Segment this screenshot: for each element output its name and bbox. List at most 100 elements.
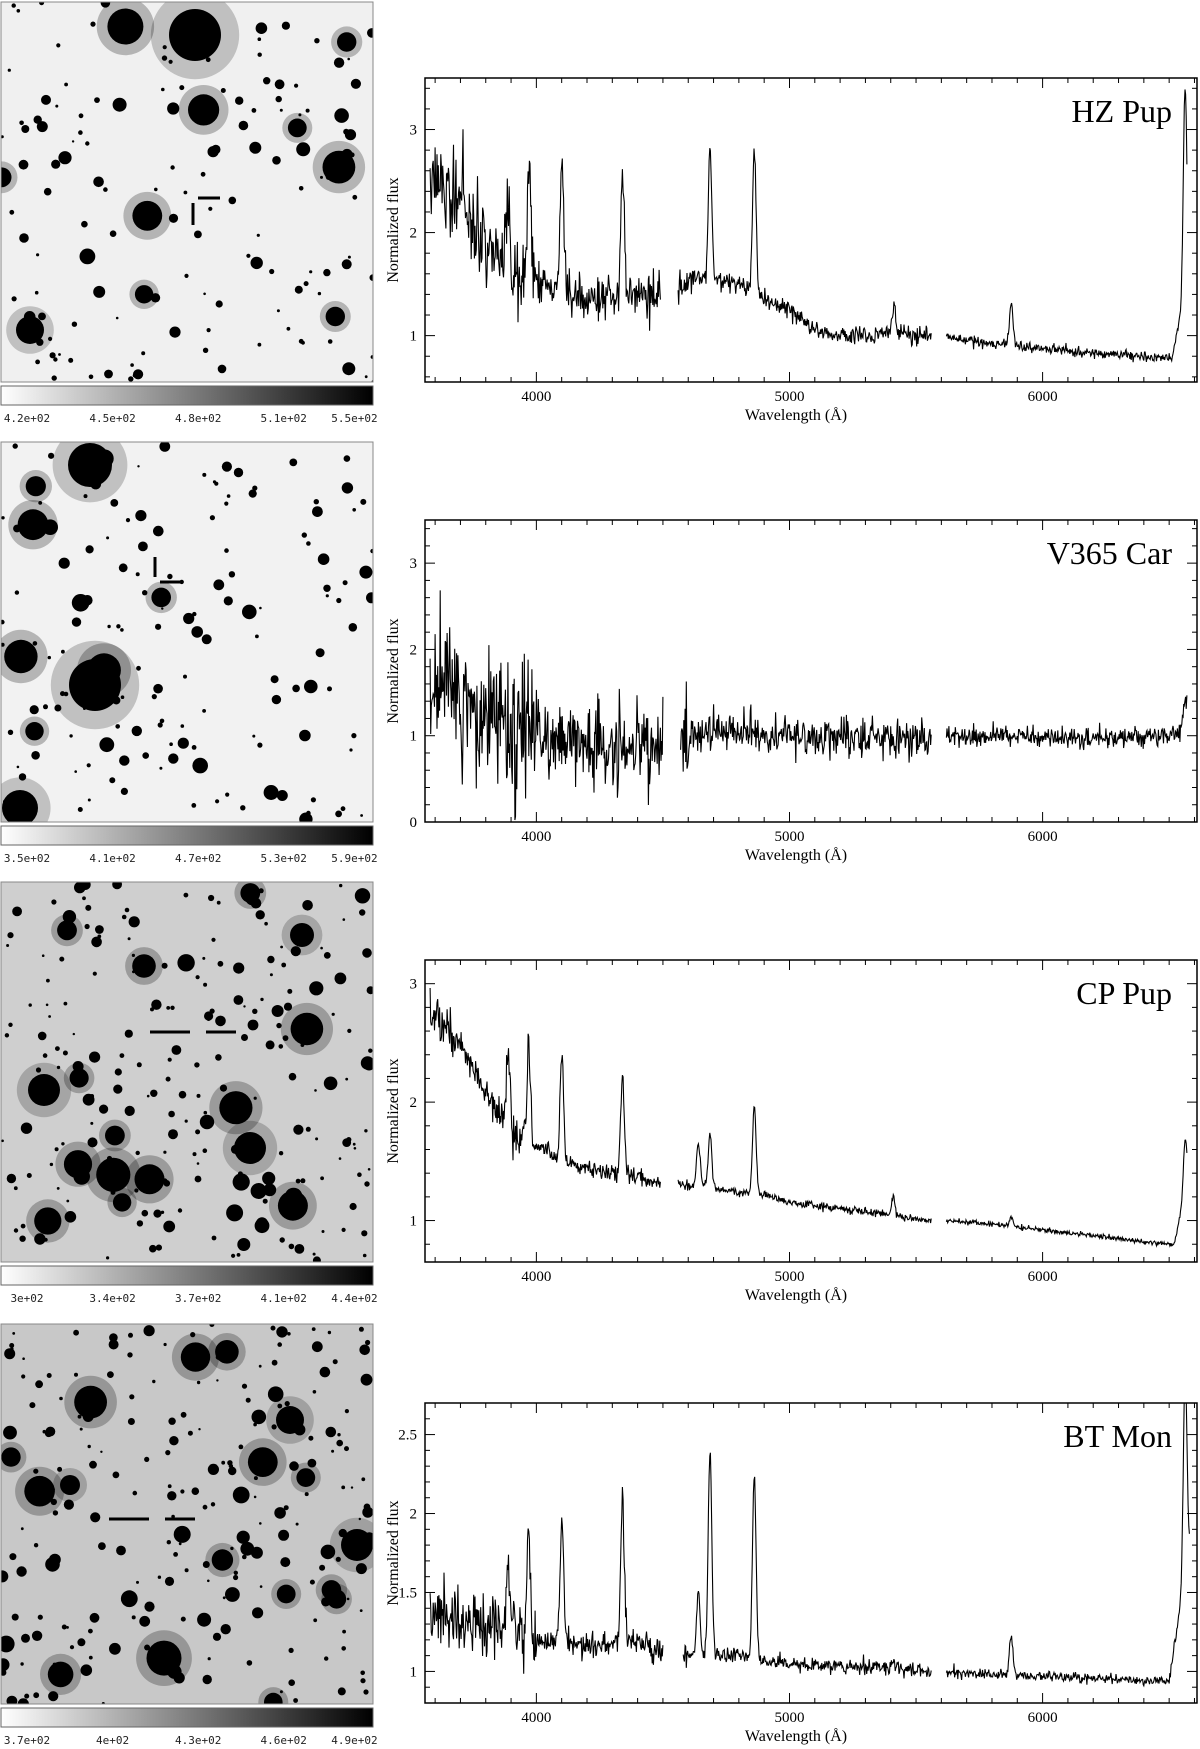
star [308,1435,314,1441]
star [271,1424,277,1430]
star [280,1557,291,1568]
star [278,1044,284,1049]
star [358,1517,361,1521]
star [180,1616,186,1622]
star [77,807,83,812]
star [20,1223,26,1229]
star [52,1510,59,1516]
star [313,499,319,505]
ticks [425,520,1197,823]
star [203,292,206,296]
star [288,1243,295,1250]
star [63,1150,93,1179]
star [132,954,156,978]
spectrum-segment [680,681,932,772]
star [7,68,11,72]
star [109,230,117,237]
x-tick-label: 5000 [774,1710,804,1726]
y-tick-label: 2 [410,226,418,242]
star [292,684,300,693]
star [131,725,142,737]
star [168,1110,175,1118]
star [16,9,21,13]
star [215,1015,226,1027]
bright-star [69,659,121,711]
star [312,1390,317,1394]
star [304,679,318,694]
star [263,785,279,800]
star [61,1624,67,1630]
star [206,328,211,333]
star [194,230,202,239]
star [159,766,163,770]
star [359,1609,363,1612]
star [202,1504,208,1510]
star [204,1011,214,1021]
star [59,1396,63,1401]
star [369,274,373,281]
star [336,597,342,604]
y-tick-label: 0 [410,815,418,831]
star [113,1084,123,1094]
star [24,1693,30,1699]
star [225,1587,240,1602]
star-halo [271,1579,302,1609]
star [219,1084,228,1092]
star [334,108,349,123]
star [19,1235,26,1242]
star [127,1418,135,1425]
star [16,765,20,769]
star [87,547,91,550]
star [344,1409,349,1414]
plot-frame [424,519,1198,823]
star [79,882,91,890]
colorbar-tick-label: 5.5e+02 [331,412,377,425]
star [196,1380,201,1385]
star [166,1006,171,1010]
star [36,121,48,133]
star [159,718,165,724]
star [288,1679,296,1686]
star [353,1147,357,1150]
colorbar-ramp [0,825,374,846]
star [168,753,179,764]
star [309,270,313,274]
colorbar-tick-label: 3.4e+02 [89,1292,135,1305]
colorbar-tick-label: 3.7e+02 [4,1734,50,1747]
star [350,78,361,89]
star [166,1540,171,1545]
star [255,910,265,920]
star [109,777,116,784]
star [358,1326,364,1332]
star [160,1210,165,1215]
star [135,509,147,522]
star [169,1436,179,1446]
star [257,742,263,748]
star [49,352,56,359]
star [215,300,223,308]
star [194,1062,200,1068]
star [38,501,43,505]
star [257,342,262,347]
star [184,1119,188,1123]
star [357,1172,362,1177]
star [283,1505,289,1511]
star [299,812,313,822]
star [288,1072,297,1081]
star [90,21,96,27]
star [250,1546,263,1559]
y-tick-label: 2 [410,1095,418,1111]
star [127,1352,133,1358]
star [277,1342,283,1347]
star [31,1630,43,1642]
star [259,606,262,610]
star [360,1056,373,1070]
star [321,1230,325,1233]
star [74,770,77,773]
plot-frame [424,959,1198,1263]
star [184,273,189,278]
star [82,1411,94,1422]
star [271,1005,284,1017]
star [359,1344,371,1356]
